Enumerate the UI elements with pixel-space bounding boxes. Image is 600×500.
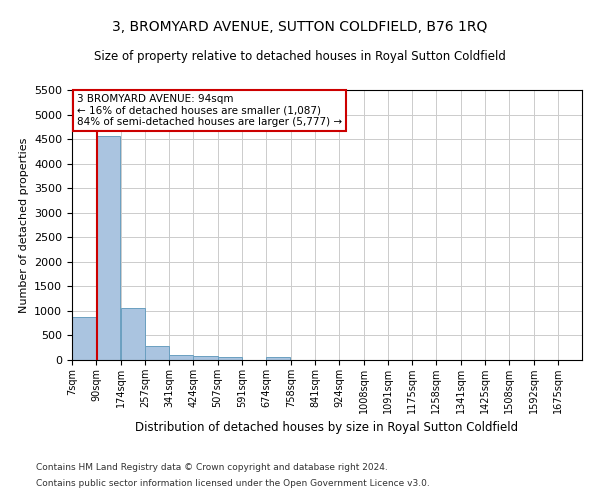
- Text: Size of property relative to detached houses in Royal Sutton Coldfield: Size of property relative to detached ho…: [94, 50, 506, 63]
- Text: 3, BROMYARD AVENUE, SUTTON COLDFIELD, B76 1RQ: 3, BROMYARD AVENUE, SUTTON COLDFIELD, B7…: [112, 20, 488, 34]
- Y-axis label: Number of detached properties: Number of detached properties: [19, 138, 29, 312]
- Bar: [96, 136, 121, 360]
- Bar: [193, 356, 218, 360]
- Text: Contains HM Land Registry data © Crown copyright and database right 2024.: Contains HM Land Registry data © Crown c…: [36, 464, 388, 472]
- Text: 3 BROMYARD AVENUE: 94sqm
← 16% of detached houses are smaller (1,087)
84% of sem: 3 BROMYARD AVENUE: 94sqm ← 16% of detach…: [77, 94, 342, 127]
- Bar: [121, 308, 145, 360]
- Bar: [145, 346, 169, 360]
- X-axis label: Distribution of detached houses by size in Royal Sutton Coldfield: Distribution of detached houses by size …: [136, 422, 518, 434]
- Bar: [169, 355, 193, 360]
- Bar: [218, 357, 242, 360]
- Bar: [72, 318, 96, 360]
- Bar: [266, 357, 290, 360]
- Text: Contains public sector information licensed under the Open Government Licence v3: Contains public sector information licen…: [36, 478, 430, 488]
